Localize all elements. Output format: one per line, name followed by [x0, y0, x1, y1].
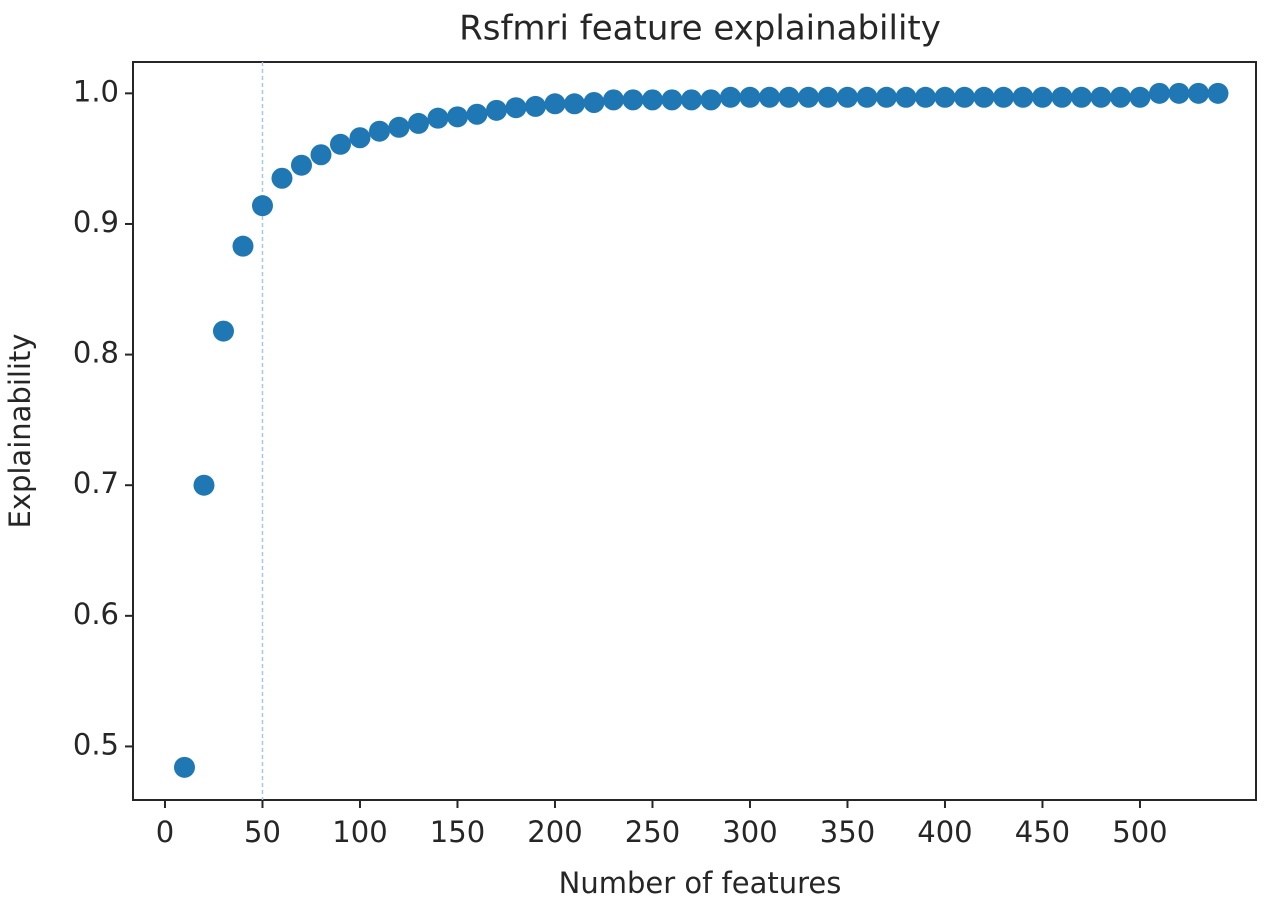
- x-tick-label: 300: [722, 815, 777, 849]
- point: [817, 86, 839, 108]
- point: [388, 116, 410, 138]
- x-tick-label: 350: [820, 815, 875, 849]
- point: [1109, 86, 1131, 108]
- point: [193, 474, 215, 496]
- point: [583, 91, 605, 113]
- point: [485, 99, 507, 121]
- point: [271, 167, 293, 189]
- point: [466, 103, 488, 125]
- y-tick-label: 0.6: [73, 597, 119, 631]
- point: [1187, 82, 1209, 104]
- point: [836, 86, 858, 108]
- point: [251, 195, 273, 217]
- x-tick-label: 250: [625, 815, 680, 849]
- y-tick-label: 1.0: [73, 74, 119, 108]
- x-tick-label: 450: [1015, 815, 1070, 849]
- x-tick-label: 0: [156, 815, 174, 849]
- point: [544, 93, 566, 115]
- y-tick-label: 0.5: [73, 727, 119, 761]
- point: [1070, 86, 1092, 108]
- y-tick-label: 0.7: [73, 466, 119, 500]
- point: [1129, 86, 1151, 108]
- point: [446, 106, 468, 128]
- point: [758, 86, 780, 108]
- point: [700, 89, 722, 111]
- point: [719, 86, 741, 108]
- x-tick-label: 500: [1112, 815, 1167, 849]
- y-tick-label: 0.8: [73, 336, 119, 370]
- point: [1207, 82, 1229, 104]
- point: [524, 95, 546, 117]
- point: [953, 86, 975, 108]
- point: [622, 89, 644, 111]
- x-tick-label: 200: [527, 815, 582, 849]
- x-axis-label: Number of features: [559, 866, 842, 900]
- point: [290, 154, 312, 176]
- point: [992, 86, 1014, 108]
- point: [778, 86, 800, 108]
- point: [407, 112, 429, 134]
- point: [329, 133, 351, 155]
- point: [680, 89, 702, 111]
- point: [212, 320, 234, 342]
- plot-frame: [132, 61, 1257, 801]
- x-tick-label: 400: [917, 815, 972, 849]
- chart-title: Rsfmri feature explainability: [459, 9, 941, 49]
- point: [875, 86, 897, 108]
- point: [914, 86, 936, 108]
- point: [310, 144, 332, 166]
- x-tick-label: 100: [332, 815, 387, 849]
- point: [1168, 82, 1190, 104]
- point: [934, 86, 956, 108]
- point: [641, 89, 663, 111]
- point: [505, 97, 527, 119]
- point: [856, 86, 878, 108]
- x-tick-label: 150: [430, 815, 485, 849]
- point: [563, 93, 585, 115]
- point: [232, 235, 254, 257]
- point: [739, 86, 761, 108]
- y-axis-label: Explainability: [3, 333, 37, 528]
- point: [368, 120, 390, 142]
- point: [797, 86, 819, 108]
- point: [1148, 82, 1170, 104]
- point: [1090, 86, 1112, 108]
- point: [661, 89, 683, 111]
- point: [349, 127, 371, 149]
- point: [173, 756, 195, 778]
- point: [427, 107, 449, 129]
- point: [1051, 86, 1073, 108]
- point: [1012, 86, 1034, 108]
- point: [895, 86, 917, 108]
- y-tick-label: 0.9: [73, 205, 119, 239]
- x-tick-label: 50: [244, 815, 281, 849]
- point: [602, 89, 624, 111]
- point: [973, 86, 995, 108]
- point: [1031, 86, 1053, 108]
